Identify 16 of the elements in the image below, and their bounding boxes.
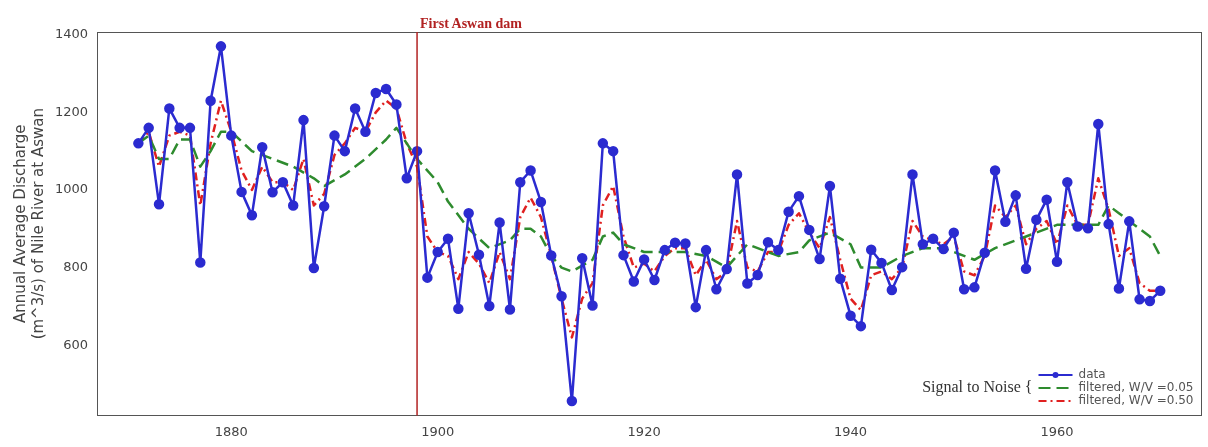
- x-tick-label: 1960: [1040, 423, 1074, 439]
- x-tick-label: 1940: [834, 423, 868, 439]
- y-tick-label: 1000: [54, 181, 89, 197]
- legend-label: data: [1078, 367, 1106, 382]
- y-axis-title: Annual Average Discharge (m^3/s) of Nile River at Aswan: [10, 108, 47, 340]
- x-tick-label: 1880: [214, 423, 248, 439]
- y-tick-label: 800: [63, 258, 89, 274]
- x-tick-label: 1900: [421, 423, 455, 439]
- x-tick-label: 1920: [627, 423, 661, 439]
- y-tick-label: 1400: [54, 26, 89, 42]
- legend-label: filtered, W/V =0.05: [1078, 380, 1194, 395]
- y-tick-label: 600: [63, 336, 89, 352]
- y-tick-label: 1200: [54, 103, 89, 119]
- ref-line-label: First Aswan dam: [420, 15, 523, 31]
- legend-label: filtered, W/V =0.50: [1078, 393, 1194, 408]
- legend-title: Signal to Noise {: [922, 378, 1033, 397]
